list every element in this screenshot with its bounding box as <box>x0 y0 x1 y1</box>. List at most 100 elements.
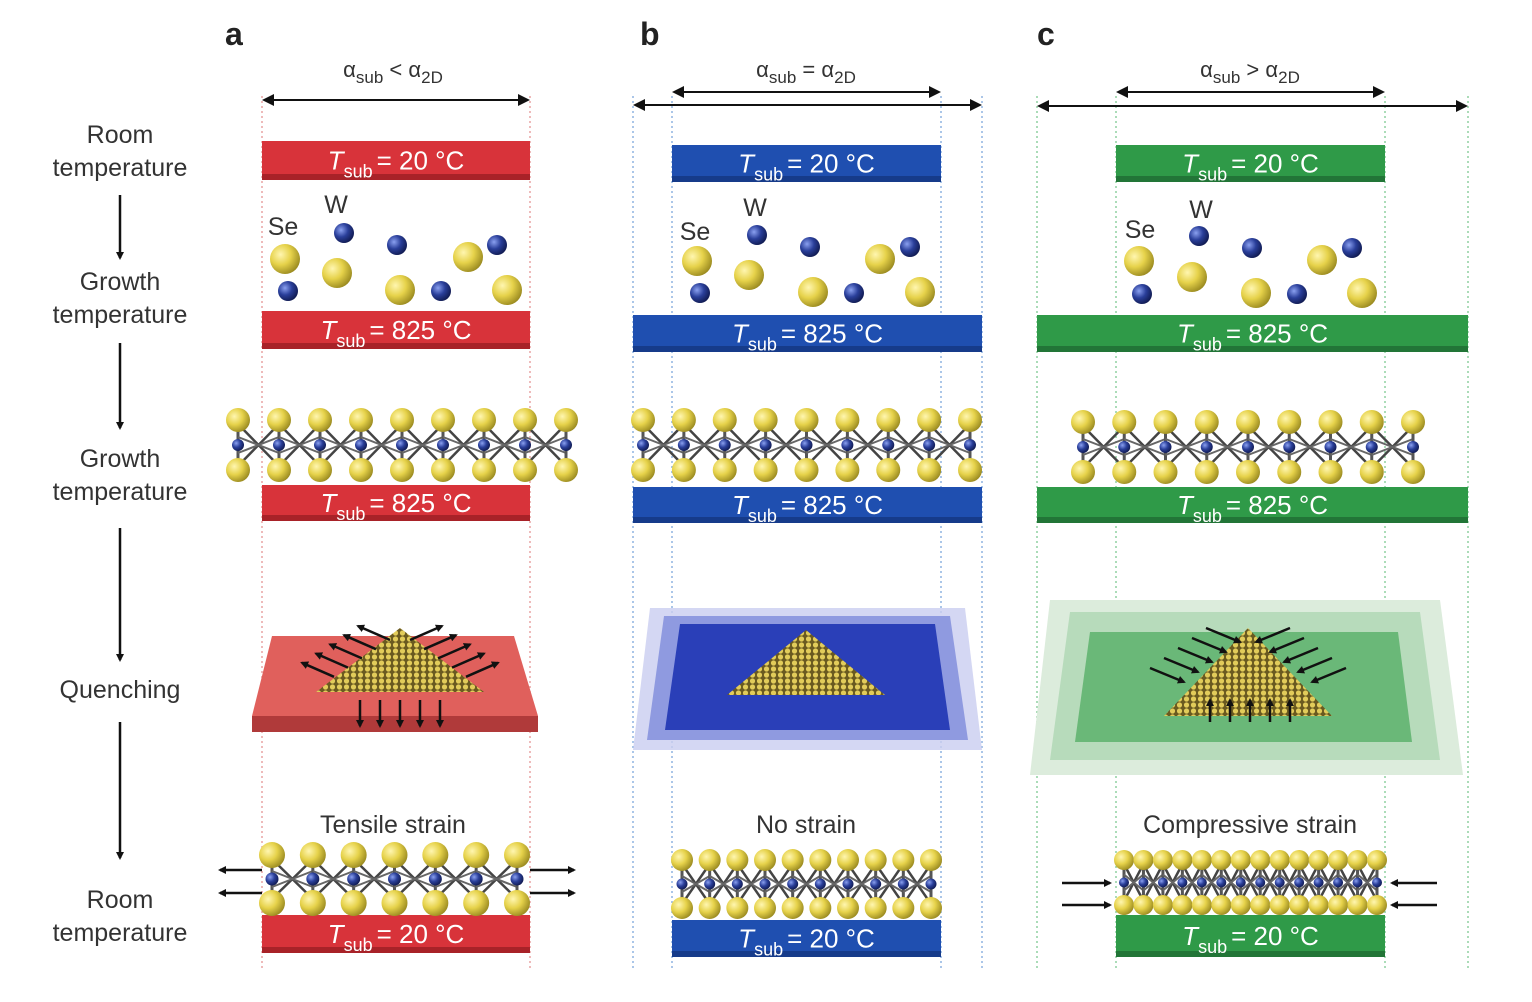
wse2-triangle <box>316 628 484 692</box>
se-atom <box>270 244 300 274</box>
panel-letter: b <box>640 16 660 52</box>
se-atom <box>865 244 895 274</box>
w-atom <box>1342 238 1362 258</box>
se-atom <box>1112 410 1137 434</box>
w-atom <box>387 235 407 255</box>
substrate-bar <box>633 315 982 352</box>
wse2-lattice-growth <box>226 408 578 482</box>
se-atom <box>1308 850 1329 870</box>
w-atom <box>747 225 767 245</box>
stage-label: temperature <box>53 301 188 329</box>
w-atom <box>1372 877 1382 888</box>
se-atom <box>1114 850 1134 870</box>
w-atom <box>925 878 937 890</box>
se-atom <box>1347 895 1368 915</box>
se-atom <box>1250 850 1271 870</box>
substrate-temperature: Tsub = 825 °C <box>320 315 471 351</box>
se-atom <box>671 897 693 919</box>
stage-label: temperature <box>53 154 188 182</box>
strain-arrow <box>409 624 444 642</box>
w-atom <box>718 439 731 451</box>
se-label: Se <box>268 213 299 241</box>
se-atom <box>1071 460 1095 484</box>
se-atom <box>671 408 696 432</box>
strain-label: Tensile strain <box>320 811 466 839</box>
se-atom <box>809 849 832 871</box>
w-atom <box>1242 238 1262 258</box>
se-atom <box>431 408 455 432</box>
se-atom <box>781 849 804 871</box>
se-atom <box>259 842 285 868</box>
w-atom <box>1352 877 1363 888</box>
se-atom <box>226 458 250 482</box>
se-atom <box>835 458 860 482</box>
w-atom <box>1077 441 1089 453</box>
substrate-temperature: Tsub = 825 °C <box>320 488 471 524</box>
wse2-lattice-growth <box>1071 410 1425 484</box>
se-atom <box>864 897 887 919</box>
w-atom <box>265 872 279 886</box>
se-atom <box>299 842 326 868</box>
se-atom <box>1211 850 1232 870</box>
se-atom <box>754 897 776 919</box>
se-atom <box>682 246 712 276</box>
w-atom <box>1242 441 1254 453</box>
se-atom <box>554 458 578 482</box>
substrate-temperature: Tsub = 20 °C <box>738 924 875 960</box>
cte-relation: αsub > α2D <box>1200 57 1300 87</box>
se-atom <box>349 458 373 482</box>
substrate-bar <box>1116 915 1385 957</box>
w-atom <box>637 439 649 451</box>
strain-arrow <box>1296 656 1333 674</box>
se-atom <box>1250 895 1271 915</box>
w-atom <box>1189 226 1209 246</box>
se-atom <box>698 849 721 871</box>
se-atom <box>781 897 804 919</box>
strain-arrow <box>1310 666 1347 684</box>
se-atom <box>1194 410 1219 434</box>
w-atom <box>676 878 688 890</box>
w-label: W <box>1189 196 1213 224</box>
w-atom <box>1118 441 1131 453</box>
w-atom <box>1287 284 1307 304</box>
se-atom <box>1307 245 1337 275</box>
wse2-lattice-growth <box>631 408 982 482</box>
se-atom <box>1318 460 1343 484</box>
se-atom <box>390 458 414 482</box>
se-atom <box>340 842 367 868</box>
se-atom <box>631 458 655 482</box>
se-atom <box>1277 410 1302 434</box>
wse2-lattice-room <box>259 842 530 916</box>
se-atom <box>712 458 737 482</box>
w-atom <box>1274 877 1285 888</box>
se-atom <box>1230 895 1251 915</box>
substrate-bar <box>262 311 530 349</box>
stage-label: temperature <box>53 919 188 947</box>
se-atom <box>349 408 373 432</box>
w-atom <box>897 878 909 890</box>
se-atom <box>226 408 250 432</box>
substrate-bar <box>672 920 941 957</box>
w-atom <box>759 878 771 890</box>
se-atom <box>726 897 749 919</box>
w-atom <box>1138 877 1149 888</box>
strain-arrow <box>356 624 391 642</box>
w-atom <box>1365 441 1378 453</box>
w-label: W <box>324 191 348 219</box>
se-atom <box>1191 895 1212 915</box>
strain-arrow <box>1163 656 1200 674</box>
strain-label: No strain <box>756 811 856 839</box>
w-atom <box>334 223 354 243</box>
cte-relation: αsub < α2D <box>343 57 443 87</box>
se-atom <box>259 890 285 916</box>
strain-label: Compressive strain <box>1143 811 1357 839</box>
se-atom <box>381 890 408 916</box>
w-atom <box>1235 877 1246 888</box>
se-atom <box>1152 895 1173 915</box>
w-atom <box>1132 284 1152 304</box>
se-atom <box>1194 460 1219 484</box>
w-atom <box>510 872 524 886</box>
se-atom <box>794 408 819 432</box>
wse2-triangle <box>1164 628 1332 716</box>
